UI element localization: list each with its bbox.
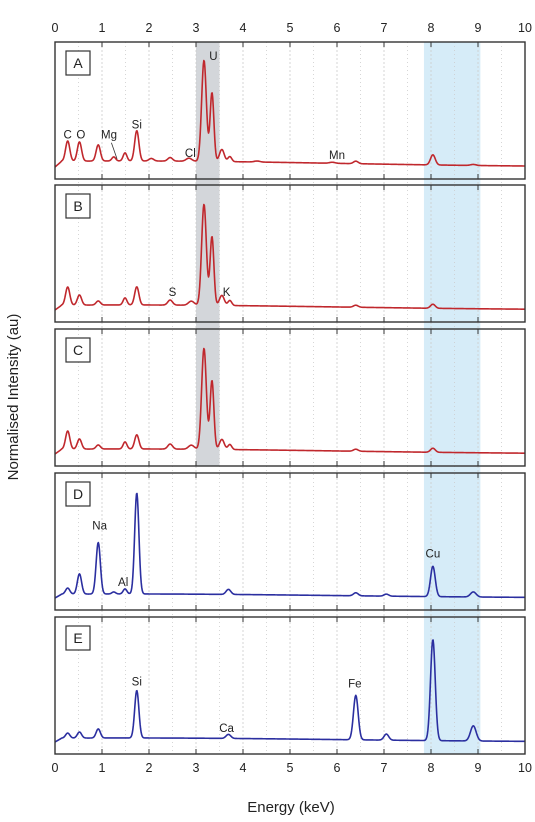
peak-label: O xyxy=(76,130,85,142)
x-tick-label-top: 5 xyxy=(287,21,294,35)
x-tick-label-top: 7 xyxy=(381,21,388,35)
x-tick-label-top: 9 xyxy=(475,21,482,35)
highlight-bands xyxy=(196,42,481,754)
panel-letter-box xyxy=(65,193,91,219)
peak-label: Na xyxy=(92,520,107,532)
x-tick-label-bottom: 6 xyxy=(334,761,341,775)
vertical-gridlines xyxy=(78,42,502,754)
x-axis-title: Energy (keV) xyxy=(247,799,335,816)
x-tick-label-bottom: 4 xyxy=(240,761,247,775)
panel-E: E Si Ca Fe xyxy=(54,616,526,755)
axes: 0 0 1 1 2 2 3 3 4 4 5 5 6 6 7 7 8 8 9 9 10 10 xyxy=(52,21,532,775)
peak-label: Cu xyxy=(426,549,441,561)
x-tick-label-bottom: 7 xyxy=(381,761,388,775)
panel-letter-box xyxy=(65,50,91,76)
x-tick-label-top: 2 xyxy=(146,21,153,35)
x-tick-label-bottom: 3 xyxy=(193,761,200,775)
x-tick-label-top: 8 xyxy=(428,21,435,35)
peak-label: Si xyxy=(132,120,142,132)
panel-A: A C O Mg Si Cl U Mn xyxy=(54,41,526,180)
spectrum-line-E xyxy=(54,639,526,743)
x-tick-label-bottom: 10 xyxy=(518,761,532,775)
spectrum-line-A xyxy=(54,59,526,168)
peak-label: S xyxy=(169,287,177,299)
panel-letter-box xyxy=(65,337,91,363)
panel-letter: D xyxy=(73,486,83,502)
x-tick-label-top: 0 xyxy=(52,21,59,35)
x-tick-label-bottom: 2 xyxy=(146,761,153,775)
mg-leader-line xyxy=(111,142,118,160)
x-tick-label-top: 1 xyxy=(99,21,106,35)
y-axis-title: Normalised Intensity (au) xyxy=(5,314,22,481)
peak-label: Mn xyxy=(329,150,345,162)
peak-label: Ca xyxy=(219,723,234,735)
panel-letter-box xyxy=(65,481,91,507)
x-tick-label-top: 4 xyxy=(240,21,247,35)
panel-D: D Na Al Cu xyxy=(54,472,526,611)
x-tick-label-bottom: 1 xyxy=(99,761,106,775)
x-tick-label-bottom: 5 xyxy=(287,761,294,775)
panel-letter: B xyxy=(73,198,82,214)
panel-letter: E xyxy=(73,630,82,646)
spectrum-line-C xyxy=(54,347,526,455)
panel-letter: A xyxy=(73,55,83,71)
peak-label: Al xyxy=(118,577,128,589)
x-tick-label-bottom: 8 xyxy=(428,761,435,775)
peak-label: U xyxy=(209,51,217,63)
peak-label: Mg xyxy=(101,130,117,142)
panel-letter-box xyxy=(65,625,91,651)
peak-label: C xyxy=(64,130,72,142)
highlight-band xyxy=(423,42,481,754)
panel-C: C xyxy=(54,328,526,467)
x-tick-label-top: 3 xyxy=(193,21,200,35)
peak-label: Cl xyxy=(185,148,196,160)
spectrum-line-D xyxy=(54,492,526,599)
spectrum-line-B xyxy=(54,203,526,311)
x-tick-label-top: 6 xyxy=(334,21,341,35)
highlight-band xyxy=(196,42,220,466)
x-tick-label-top: 10 xyxy=(518,21,532,35)
x-tick-label-bottom: 0 xyxy=(52,761,59,775)
peak-label: K xyxy=(223,287,231,299)
x-tick-label-bottom: 9 xyxy=(475,761,482,775)
peak-label: Si xyxy=(132,676,142,688)
panel-B: B S K xyxy=(54,184,526,323)
peak-label: Fe xyxy=(348,678,361,690)
panel-letter: C xyxy=(73,342,83,358)
